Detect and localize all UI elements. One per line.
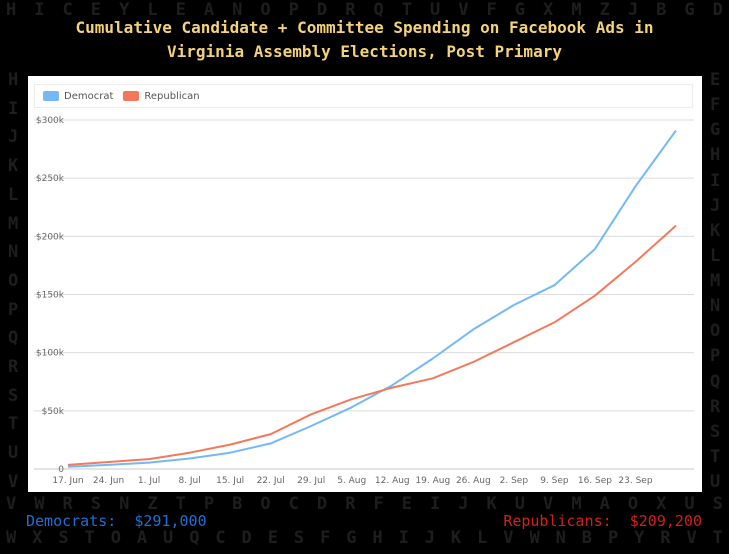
y-tick-label: $50k — [42, 407, 65, 417]
x-tick-label: 17. Jun — [52, 476, 83, 486]
legend-swatch-republican — [123, 91, 140, 101]
x-tick-label: 15. Jul — [216, 476, 244, 486]
y-tick-label: $200k — [36, 232, 65, 242]
x-tick-label: 12. Aug — [375, 476, 410, 486]
chart-title: Cumulative Candidate + Committee Spendin… — [0, 16, 729, 64]
y-tick-label: $300k — [36, 116, 65, 126]
x-tick-label: 8. Jul — [178, 476, 200, 486]
x-tick-label: 1. Jul — [138, 476, 160, 486]
x-tick-label: 29. Jul — [297, 476, 325, 486]
x-tick-label: 9. Sep — [540, 476, 569, 486]
legend-item-republican[interactable]: Republican — [123, 90, 200, 102]
y-tick-label: 0 — [58, 465, 64, 475]
republicans-total: Republicans: $209,200 — [503, 512, 702, 530]
plot-area — [28, 76, 702, 492]
series-line-republican — [67, 224, 677, 466]
y-tick-label: $250k — [36, 174, 65, 184]
legend-label-democrat: Democrat — [64, 90, 114, 102]
legend-label-republican: Republican — [144, 90, 200, 102]
legend-item-democrat[interactable]: Democrat — [43, 91, 113, 102]
chart-legend: Democrat Republican — [34, 84, 693, 108]
x-tick-label: 26. Aug — [456, 476, 491, 486]
legend-swatch-democrat — [43, 91, 59, 101]
y-tick-label: $150k — [36, 291, 65, 301]
x-tick-label: 19. Aug — [415, 476, 450, 486]
x-tick-label: 22. Jul — [257, 476, 285, 486]
y-tick-label: $100k — [36, 349, 65, 359]
x-tick-label: 2. Sep — [500, 476, 529, 486]
x-tick-label: 16. Sep — [578, 476, 612, 486]
democrats-total: Democrats: $291,000 — [26, 512, 207, 530]
x-tick-label: 24. Jun — [93, 476, 124, 486]
chart-title-line-1: Cumulative Candidate + Committee Spendin… — [75, 18, 654, 37]
x-tick-label: 23. Sep — [618, 476, 652, 486]
series-line-democrat — [67, 129, 677, 468]
chart-title-line-2: Virginia Assembly Elections, Post Primar… — [167, 42, 562, 61]
x-tick-label: 5. Aug — [337, 476, 366, 486]
